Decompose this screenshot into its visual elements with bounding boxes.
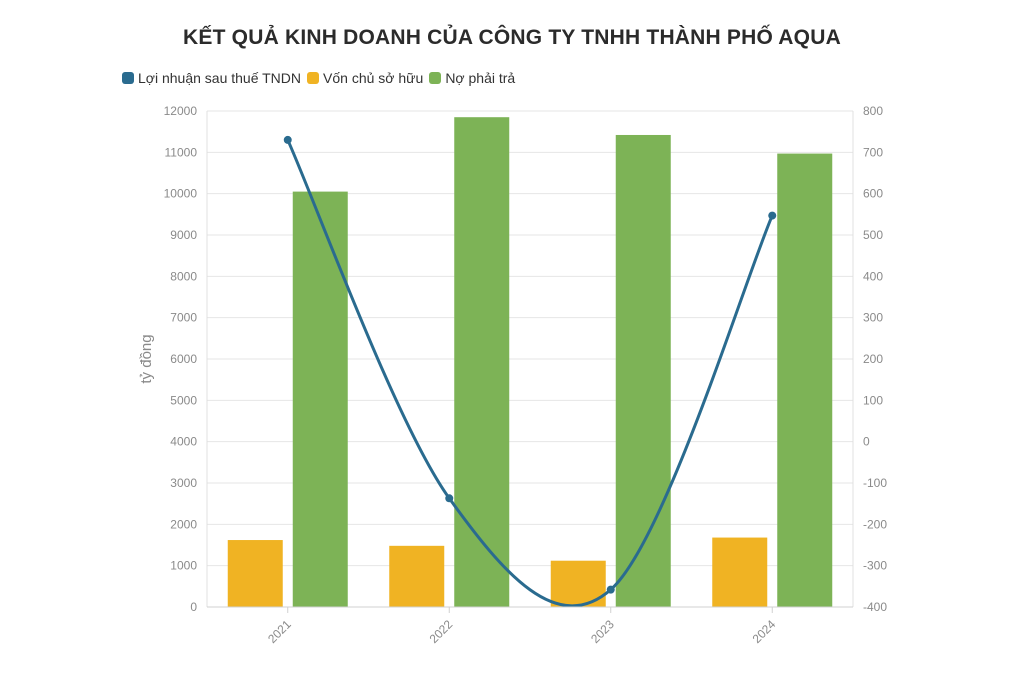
legend-label-equity: Vốn chủ sở hữu — [323, 70, 424, 86]
equity-bar — [389, 545, 445, 607]
liabilities-bar — [615, 134, 671, 607]
y2-tick-label: 0 — [863, 435, 870, 449]
profit-point — [606, 585, 615, 594]
y-tick-label: 7000 — [170, 311, 197, 325]
y2-tick-label: 400 — [863, 269, 883, 283]
equity-bar — [227, 540, 283, 607]
y-tick-label: 12000 — [164, 104, 198, 118]
y2-tick-label: 600 — [863, 187, 883, 201]
profit-line-group — [283, 135, 777, 608]
y2-tick-label: -200 — [863, 517, 887, 531]
legend-label-profit: Lợi nhuận sau thuế TNDN — [138, 70, 302, 86]
profit-point — [445, 494, 454, 503]
y2-tick-label: -100 — [863, 476, 887, 490]
legend-item-profit[interactable]: Lợi nhuận sau thuế TNDN — [122, 70, 301, 86]
y2-tick-label: 500 — [863, 228, 883, 242]
legend-item-equity[interactable]: Vốn chủ sở hữu — [307, 70, 423, 86]
axes: 0100020003000400050006000700080009000100… — [138, 104, 887, 646]
x-tick-label: 2022 — [427, 617, 456, 646]
y2-tick-label: 800 — [863, 104, 883, 118]
liabilities-bar — [454, 117, 510, 607]
x-tick-label: 2023 — [588, 617, 617, 646]
bars — [227, 117, 833, 607]
profit-point — [768, 211, 777, 220]
y-tick-label: 4000 — [170, 435, 197, 449]
legend-label-liabilities: Nợ phải trả — [445, 70, 516, 86]
y2-tick-label: -300 — [863, 559, 887, 573]
y-tick-label: 8000 — [170, 269, 197, 283]
y-tick-label: 0 — [190, 600, 197, 614]
y-axis-label: tỷ đồng — [138, 334, 155, 383]
y-tick-label: 11000 — [165, 145, 198, 159]
y-tick-label: 9000 — [170, 228, 197, 242]
x-tick-label: 2021 — [265, 617, 294, 646]
legend-swatch-profit — [122, 72, 134, 84]
y2-tick-label: 100 — [863, 393, 883, 407]
y-tick-label: 3000 — [170, 476, 197, 490]
equity-bar — [712, 537, 768, 607]
y-tick-label: 6000 — [170, 352, 197, 366]
y2-tick-label: 700 — [863, 145, 883, 159]
y-tick-label: 10000 — [164, 187, 198, 201]
legend-swatch-equity — [307, 72, 320, 84]
y2-tick-label: -400 — [863, 600, 887, 614]
y-tick-label: 1000 — [170, 559, 197, 573]
legend-swatch-liabilities — [429, 72, 442, 84]
y2-tick-label: 300 — [863, 311, 883, 325]
legend: Lợi nhuận sau thuế TNDN Vốn chủ sở hữu N… — [122, 70, 521, 86]
y-tick-label: 2000 — [170, 517, 197, 531]
liabilities-bar — [777, 153, 833, 607]
profit-line — [286, 138, 774, 608]
liabilities-bar — [292, 191, 348, 607]
x-tick-label: 2024 — [750, 617, 779, 646]
legend-item-liabilities[interactable]: Nợ phải trả — [429, 70, 515, 86]
y-tick-label: 5000 — [170, 393, 197, 407]
chart-title: KẾT QUẢ KINH DOANH CỦA CÔNG TY TNHH THÀN… — [183, 26, 841, 49]
y2-tick-label: 200 — [863, 352, 883, 366]
profit-point — [283, 135, 292, 144]
